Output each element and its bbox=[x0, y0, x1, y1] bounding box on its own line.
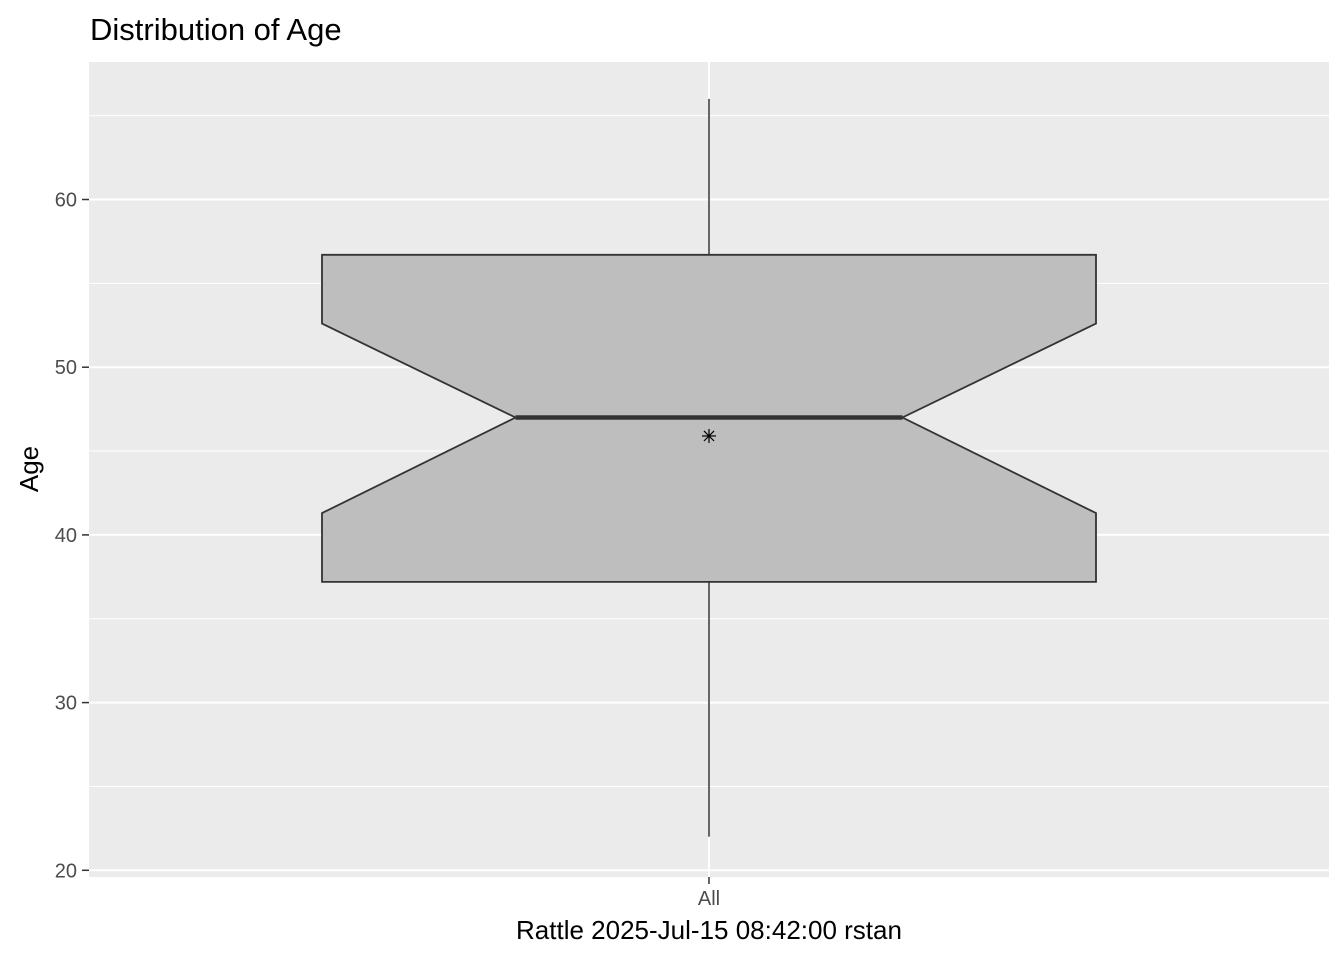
x-axis-title: Rattle 2025-Jul-15 08:42:00 rstan bbox=[516, 915, 902, 945]
y-tick-label: 40 bbox=[55, 525, 77, 547]
x-axis: All bbox=[698, 877, 720, 910]
mean-marker bbox=[702, 428, 716, 443]
y-tick-label: 20 bbox=[55, 860, 77, 882]
boxplot-group bbox=[321, 98, 1097, 837]
y-tick-label: 50 bbox=[55, 357, 77, 379]
x-tick-label: All bbox=[698, 888, 720, 910]
y-axis: 20 30 40 50 60 bbox=[55, 190, 89, 882]
y-axis-title: Age bbox=[14, 446, 44, 492]
y-tick-label: 30 bbox=[55, 693, 77, 715]
y-tick-label: 60 bbox=[55, 190, 77, 212]
chart-title: Distribution of Age bbox=[90, 12, 342, 47]
